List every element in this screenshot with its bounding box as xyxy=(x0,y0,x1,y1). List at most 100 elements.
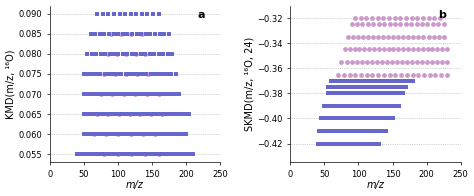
Point xyxy=(380,23,388,26)
Point xyxy=(418,23,426,26)
Point xyxy=(121,153,128,156)
Point xyxy=(390,48,397,51)
Point xyxy=(414,48,421,51)
Point xyxy=(433,60,441,64)
Point xyxy=(137,153,145,156)
Point xyxy=(129,133,137,136)
Point xyxy=(434,23,442,26)
Point xyxy=(97,72,104,75)
Point xyxy=(400,79,408,82)
Point xyxy=(110,133,118,136)
Point xyxy=(185,153,192,156)
Point xyxy=(151,72,158,75)
Point xyxy=(146,32,154,35)
Point xyxy=(390,86,397,89)
Point xyxy=(128,32,135,35)
Point xyxy=(172,72,180,75)
Point xyxy=(93,153,100,156)
Point xyxy=(369,130,377,133)
Point xyxy=(380,48,388,51)
Point xyxy=(374,117,382,120)
Point xyxy=(125,133,133,136)
Point xyxy=(116,12,123,15)
Point xyxy=(332,117,340,120)
Point xyxy=(353,130,361,133)
Point xyxy=(386,23,393,26)
Point xyxy=(397,73,405,76)
Point xyxy=(331,142,338,145)
Point xyxy=(374,104,381,108)
Point xyxy=(365,35,372,38)
Point xyxy=(327,92,335,95)
Point xyxy=(328,79,335,82)
Point xyxy=(100,153,108,156)
Point xyxy=(173,153,181,156)
Point xyxy=(364,23,372,26)
Point xyxy=(317,117,325,120)
Point xyxy=(110,12,118,15)
Point xyxy=(380,92,388,95)
Point xyxy=(150,113,158,116)
Point xyxy=(443,60,451,64)
Point xyxy=(73,153,81,156)
Point xyxy=(345,142,352,145)
Point xyxy=(155,133,163,136)
Point xyxy=(418,60,426,64)
Point xyxy=(104,93,111,96)
Point xyxy=(374,35,382,38)
Point xyxy=(380,73,388,76)
Point xyxy=(347,130,355,133)
Point xyxy=(433,48,441,51)
Point xyxy=(443,48,451,51)
Point xyxy=(352,104,359,108)
Point xyxy=(88,52,95,55)
Point xyxy=(173,113,181,116)
Point xyxy=(370,23,377,26)
Point xyxy=(341,142,349,145)
Point xyxy=(415,35,422,38)
Point xyxy=(336,104,344,108)
Point xyxy=(385,48,392,51)
Point xyxy=(375,48,383,51)
Point xyxy=(348,60,356,64)
Point xyxy=(330,104,337,108)
Point xyxy=(399,92,407,95)
Point xyxy=(83,52,91,55)
Point xyxy=(327,86,335,89)
Point xyxy=(365,117,373,120)
Point xyxy=(361,48,368,51)
Point xyxy=(431,16,438,20)
Point xyxy=(377,92,385,95)
Point xyxy=(143,113,150,116)
Point xyxy=(375,23,383,26)
Point xyxy=(130,72,137,75)
Point xyxy=(101,153,109,156)
Point xyxy=(88,72,96,75)
Point xyxy=(396,86,404,89)
Point xyxy=(170,113,177,116)
Point xyxy=(167,93,175,96)
Point xyxy=(386,117,393,120)
Point xyxy=(406,79,414,82)
Point xyxy=(140,133,148,136)
Point xyxy=(343,86,350,89)
Point xyxy=(399,86,407,89)
Point xyxy=(155,93,163,96)
Point xyxy=(394,48,402,51)
Point xyxy=(129,153,137,156)
Point xyxy=(159,72,167,75)
Point xyxy=(127,113,135,116)
Point xyxy=(102,133,110,136)
Point xyxy=(356,130,364,133)
Point xyxy=(346,79,353,82)
Point xyxy=(379,79,386,82)
Point xyxy=(358,60,365,64)
Point xyxy=(171,133,178,136)
Point xyxy=(375,130,383,133)
Point xyxy=(91,133,99,136)
Point xyxy=(387,86,394,89)
Point xyxy=(128,153,135,156)
Point xyxy=(84,72,91,75)
Point xyxy=(404,48,412,51)
Point xyxy=(352,79,359,82)
